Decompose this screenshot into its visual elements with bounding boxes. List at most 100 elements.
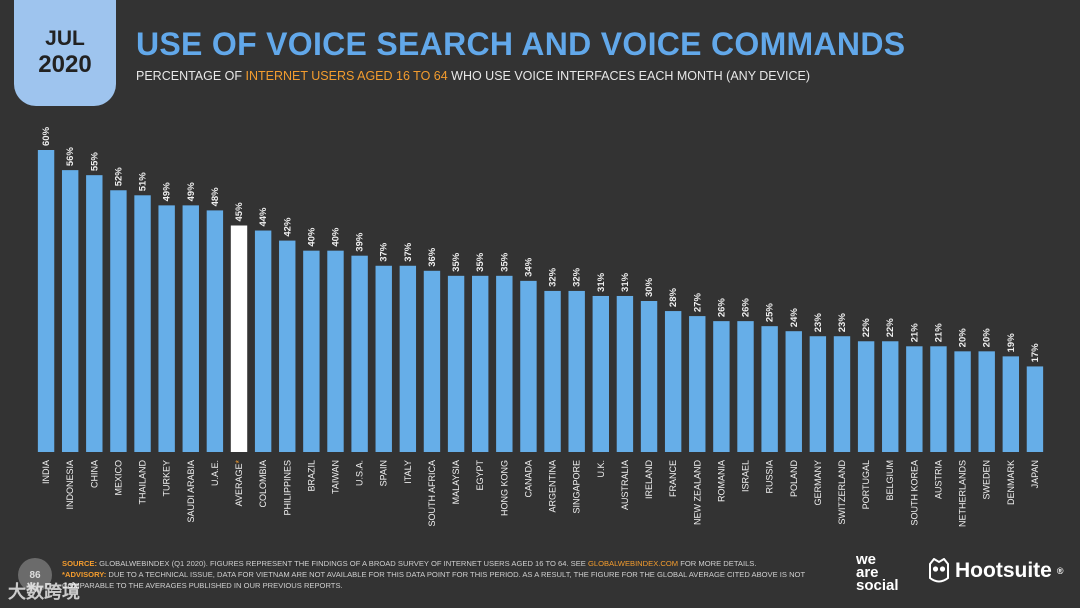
category-label: U.A.E.	[210, 460, 220, 486]
category-label: GERMANY	[813, 460, 823, 506]
bar-france	[664, 311, 682, 452]
bar-hong-kong	[496, 275, 513, 452]
value-label: 49%	[186, 182, 197, 202]
category-label: INDIA	[41, 460, 51, 484]
chart-subtitle: PERCENTAGE OF INTERNET USERS AGED 16 TO …	[136, 69, 810, 83]
value-label: 55%	[89, 152, 100, 172]
value-label: 32%	[572, 267, 583, 287]
value-label: 20%	[982, 328, 993, 348]
hootsuite-registered: ®	[1056, 566, 1064, 576]
value-label: 26%	[716, 298, 727, 318]
advisory-text: DUE TO A TECHNICAL ISSUE, DATA FOR VIETN…	[62, 570, 805, 590]
bar-taiwan	[327, 250, 344, 452]
bar-egypt	[472, 275, 489, 452]
value-label: 35%	[451, 252, 462, 272]
category-label: COLOMBIA	[258, 460, 268, 508]
bar-israel	[737, 321, 754, 452]
subtitle-post: WHO USE VOICE INTERFACES EACH MONTH (ANY…	[447, 69, 810, 83]
bar-thailand	[134, 195, 151, 453]
value-label: 49%	[162, 182, 173, 202]
category-label: ISRAEL	[741, 460, 751, 492]
value-label: 24%	[789, 308, 800, 328]
category-label: IRELAND	[644, 460, 654, 500]
bar-germany	[809, 336, 827, 452]
bar-spain	[375, 265, 392, 452]
value-label: 48%	[210, 187, 221, 207]
category-label: ITALY	[403, 460, 413, 484]
bar-south-korea	[906, 346, 923, 452]
value-label: 40%	[330, 227, 341, 247]
bar-u-s-a	[351, 255, 368, 452]
category-label: U.S.A.	[355, 460, 365, 486]
category-label: CHINA	[89, 460, 99, 488]
bar-japan	[1026, 366, 1044, 452]
category-label: AVERAGE*	[234, 460, 244, 507]
category-label: SOUTH KOREA	[909, 460, 919, 526]
value-label: 19%	[1006, 333, 1017, 353]
bar-sweden	[978, 351, 995, 452]
value-label: 40%	[306, 227, 317, 247]
bar-chart: 60% INDIA 56% INDONESIA 55% CHINA 52% MEXICO 51%…	[37, 126, 1044, 527]
bar-philippines	[279, 240, 296, 452]
bar-austria	[930, 346, 947, 452]
source-link[interactable]: GLOBALWEBINDEX.COM	[587, 559, 679, 568]
category-label: PHILIPPINES	[282, 460, 292, 516]
source-label: SOURCE:	[62, 559, 98, 568]
category-label: SWEDEN	[982, 460, 992, 500]
bar-china	[86, 175, 103, 453]
watermark-text: 大数跨境	[8, 582, 80, 602]
bar-italy	[399, 265, 417, 452]
average-asterisk: *	[234, 460, 244, 464]
bar-switzerland	[833, 336, 851, 452]
category-label: SOUTH AFRICA	[427, 460, 437, 527]
value-label: 44%	[258, 207, 269, 227]
bar-denmark	[1002, 356, 1020, 452]
date-year: 2020	[38, 51, 92, 79]
category-label: SPAIN	[379, 460, 389, 486]
bar-u-k	[592, 295, 609, 452]
category-label: AUSTRIA	[933, 460, 943, 499]
value-label: 35%	[499, 252, 510, 272]
value-label: 52%	[113, 167, 124, 187]
value-label: 35%	[475, 252, 486, 272]
bar-indonesia	[61, 170, 79, 452]
chart-title: USE OF VOICE SEARCH AND VOICE COMMANDS	[136, 26, 906, 62]
bar-poland	[785, 331, 802, 452]
value-label: 56%	[65, 147, 76, 167]
value-label: 26%	[741, 298, 752, 318]
date-month: JUL	[45, 27, 85, 51]
owl-icon	[929, 558, 949, 583]
value-label: 60%	[41, 126, 52, 146]
bar-portugal	[857, 341, 875, 452]
value-label: 37%	[403, 242, 414, 262]
category-label: MEXICO	[113, 460, 123, 496]
we-are-social-logo: we are social	[856, 551, 899, 594]
category-label: PORTUGAL	[861, 460, 871, 509]
source-tail: FOR MORE DETAILS.	[678, 559, 757, 568]
logo-social: social	[856, 577, 899, 594]
category-label: INDONESIA	[65, 460, 75, 510]
category-label: ARGENTINA	[548, 460, 558, 513]
category-label: U.K.	[596, 460, 606, 478]
source-text: GLOBALWEBINDEX (Q1 2020). FIGURES REPRES…	[97, 559, 588, 568]
value-label: 23%	[837, 313, 848, 333]
category-label: HONG KONG	[499, 460, 509, 516]
category-label: JAPAN	[1030, 460, 1040, 488]
value-label: 31%	[596, 272, 607, 292]
logo-we: we	[856, 551, 877, 568]
bar-canada	[520, 280, 537, 452]
value-label: 51%	[138, 172, 149, 192]
category-label: TAIWAN	[330, 460, 340, 494]
category-label: SAUDI ARABIA	[186, 460, 196, 523]
subtitle-highlight: INTERNET USERS AGED 16 TO 64	[245, 69, 448, 83]
date-badge: JUL 2020	[14, 0, 116, 106]
advisory-label: *ADVISORY:	[62, 570, 107, 579]
value-label: 23%	[813, 313, 824, 333]
category-label: NEW ZEALAND	[692, 460, 702, 526]
value-label: 32%	[548, 267, 559, 287]
bar-turkey	[158, 205, 175, 452]
bar-netherlands	[954, 351, 971, 452]
bar-ireland	[640, 301, 658, 452]
bar-australia	[616, 295, 634, 452]
value-label: 17%	[1030, 343, 1041, 363]
